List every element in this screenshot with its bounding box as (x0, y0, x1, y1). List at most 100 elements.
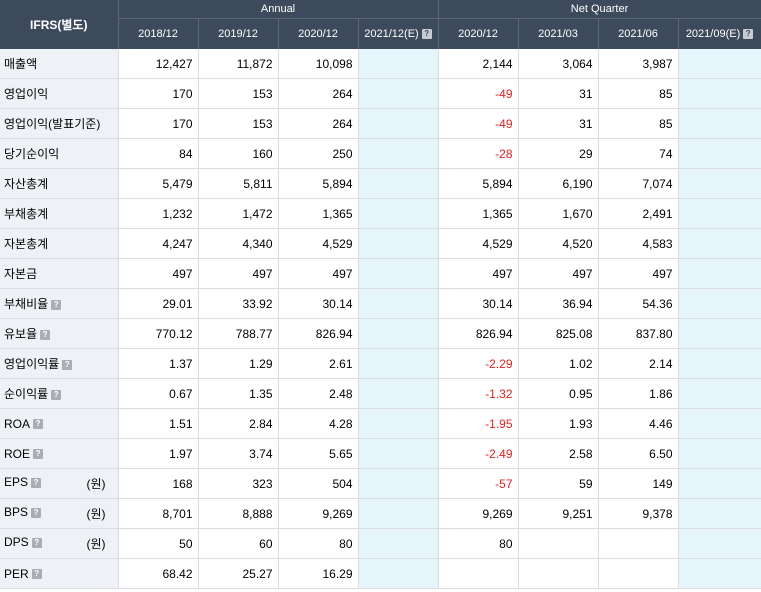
value-cell: 1,365 (278, 198, 359, 229)
value-cell: 29 (518, 138, 599, 169)
value-cell (678, 288, 761, 319)
value-cell (678, 558, 761, 589)
value-cell (678, 198, 761, 229)
table-row: 자본총계 4,247 4,340 4,529 4,529 4,520 4,583 (0, 228, 761, 259)
value-cell: 826.94 (278, 318, 359, 349)
value-cell (678, 438, 761, 469)
value-cell (358, 258, 439, 289)
question-mark-icon[interactable]: ? (421, 29, 432, 40)
value-cell: 504 (278, 468, 359, 499)
value-cell (678, 78, 761, 109)
value-cell (438, 558, 519, 589)
value-cell: 4,247 (118, 228, 199, 259)
value-cell (518, 528, 599, 559)
question-mark-icon[interactable]: ? (62, 359, 73, 370)
value-cell: -1.95 (438, 408, 519, 439)
question-mark-icon[interactable]: ? (743, 29, 754, 40)
value-cell (358, 288, 439, 319)
value-cell: 16.29 (278, 558, 359, 589)
value-cell (358, 168, 439, 199)
value-cell: 9,378 (598, 498, 679, 529)
question-mark-icon[interactable]: ? (31, 477, 42, 488)
row-label: 영업이익률? (0, 348, 119, 379)
table-row: 자산총계 5,479 5,811 5,894 5,894 6,190 7,074 (0, 168, 761, 199)
value-cell: 5,894 (278, 168, 359, 199)
value-cell (598, 528, 679, 559)
value-cell: 153 (198, 78, 279, 109)
value-cell: 36.94 (518, 288, 599, 319)
question-mark-icon[interactable]: ? (33, 449, 44, 460)
value-cell: 770.12 (118, 318, 199, 349)
table-row: 매출액 12,427 11,872 10,098 2,144 3,064 3,987 (0, 49, 761, 79)
annual-header: Annual (118, 0, 439, 19)
question-mark-icon[interactable]: ? (31, 507, 42, 518)
value-cell: 4,529 (438, 228, 519, 259)
table-row: 영업이익(발표기준) 170 153 264 -49 31 85 (0, 108, 761, 139)
value-cell: 2.58 (518, 438, 599, 469)
value-cell: 85 (598, 78, 679, 109)
table-row: 부채비율? 29.01 33.92 30.14 30.14 36.94 54.36 (0, 288, 761, 319)
row-label: 당기순이익 (0, 138, 119, 169)
value-cell: 264 (278, 108, 359, 139)
value-cell: 0.95 (518, 378, 599, 409)
value-cell (358, 138, 439, 169)
value-cell: -49 (438, 78, 519, 109)
period-header: 2019/12 (198, 18, 279, 49)
table-row: 영업이익률? 1.37 1.29 2.61 -2.29 1.02 2.14 (0, 348, 761, 379)
table-row: 영업이익 170 153 264 -49 31 85 (0, 78, 761, 109)
value-cell: 2.84 (198, 408, 279, 439)
value-cell: 80 (278, 528, 359, 559)
question-mark-icon[interactable]: ? (31, 569, 42, 580)
row-label: 자산총계 (0, 168, 119, 199)
value-cell: 5,811 (198, 168, 279, 199)
value-cell: 80 (438, 528, 519, 559)
value-cell: 6,190 (518, 168, 599, 199)
value-cell (678, 168, 761, 199)
table-row: EPS? (원) 168 323 504 -57 59 149 (0, 468, 761, 499)
value-cell: 1.29 (198, 348, 279, 379)
value-cell: -2.29 (438, 348, 519, 379)
value-cell: 1,670 (518, 198, 599, 229)
value-cell: 3,064 (518, 49, 599, 79)
value-cell: -28 (438, 138, 519, 169)
ifrs-header: IFRS(별도) (0, 0, 119, 49)
value-cell: 6.50 (598, 438, 679, 469)
value-cell: 1.93 (518, 408, 599, 439)
value-cell: 3,987 (598, 49, 679, 79)
row-label: 유보율? (0, 318, 119, 349)
value-cell (358, 49, 439, 79)
value-cell: 1.02 (518, 348, 599, 379)
value-cell (678, 228, 761, 259)
table-row: BPS? (원) 8,701 8,888 9,269 9,269 9,251 9,378 (0, 498, 761, 529)
period-header: 2021/03 (518, 18, 599, 49)
value-cell (678, 318, 761, 349)
value-cell: 9,269 (438, 498, 519, 529)
table-row: DPS? (원) 50 60 80 80 (0, 528, 761, 559)
question-mark-icon[interactable]: ? (31, 537, 42, 548)
question-mark-icon[interactable]: ? (40, 329, 51, 340)
value-cell: 85 (598, 108, 679, 139)
row-label: 영업이익 (0, 78, 119, 109)
question-mark-icon[interactable]: ? (33, 419, 44, 430)
unit-label: (원) (86, 477, 106, 491)
row-label: DPS? (원) (0, 528, 119, 559)
question-mark-icon[interactable]: ? (51, 389, 62, 400)
value-cell: 1.97 (118, 438, 199, 469)
value-cell: 1,365 (438, 198, 519, 229)
value-cell (358, 378, 439, 409)
value-cell: 4.28 (278, 408, 359, 439)
value-cell: 250 (278, 138, 359, 169)
value-cell: 68.42 (118, 558, 199, 589)
value-cell: -1.32 (438, 378, 519, 409)
value-cell: -57 (438, 468, 519, 499)
row-label: 자본총계 (0, 228, 119, 259)
value-cell: 1.51 (118, 408, 199, 439)
value-cell: 4,583 (598, 228, 679, 259)
question-mark-icon[interactable]: ? (51, 299, 62, 310)
value-cell: 2.14 (598, 348, 679, 379)
unit-label: (원) (86, 507, 106, 521)
value-cell: 4,340 (198, 228, 279, 259)
value-cell: 1.37 (118, 348, 199, 379)
value-cell: 323 (198, 468, 279, 499)
value-cell: 497 (598, 258, 679, 289)
